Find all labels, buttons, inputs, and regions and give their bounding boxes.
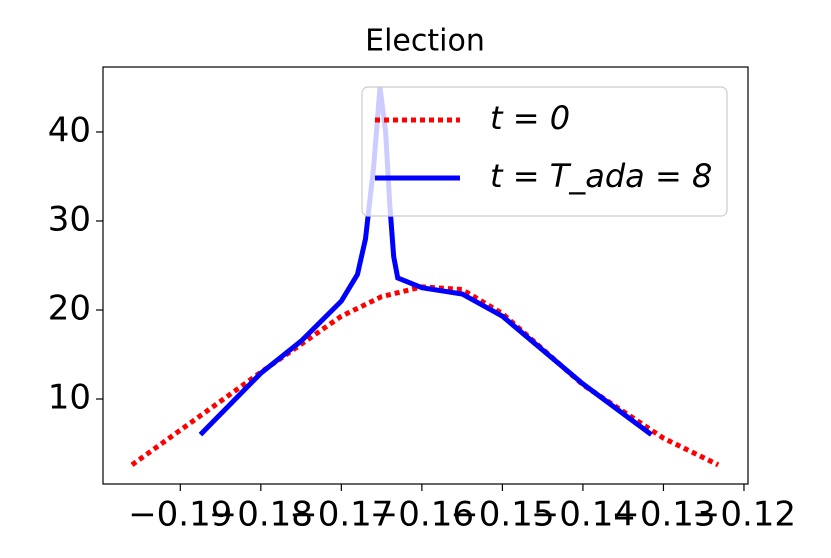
x-tick-label: −0.14 <box>531 495 635 535</box>
x-tick-label: −0.17 <box>289 495 393 535</box>
x-tick-label: −0.16 <box>370 495 474 535</box>
chart-title: Election <box>365 24 485 59</box>
x-tick-label: −0.15 <box>450 495 554 535</box>
series-line <box>130 284 720 468</box>
legend-label: t = T_ada = 8 <box>490 157 712 195</box>
x-tick-label: −0.13 <box>611 495 715 535</box>
x-tick-label: −0.19 <box>128 495 232 535</box>
x-tick-label: −0.12 <box>692 495 796 535</box>
y-tick-label: 20 <box>48 288 91 328</box>
y-tick-label: 40 <box>48 110 91 150</box>
x-tick-label: −0.18 <box>209 495 313 535</box>
y-tick-label: 30 <box>48 199 91 239</box>
plot-frame <box>102 66 749 485</box>
legend-label: t = 0 <box>490 99 570 137</box>
y-tick-label: 10 <box>48 377 91 417</box>
legend-box <box>361 86 728 217</box>
